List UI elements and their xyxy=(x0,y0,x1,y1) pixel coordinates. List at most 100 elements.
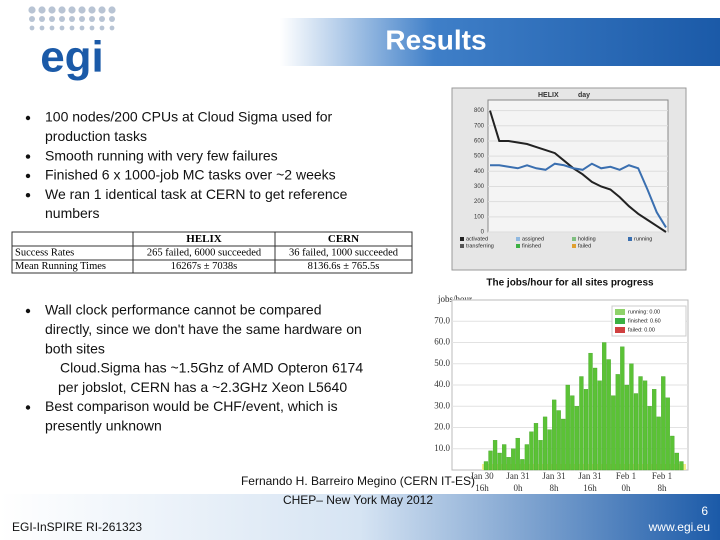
legend-label: finished xyxy=(522,243,541,249)
logo-dot xyxy=(79,16,85,22)
legend-swatch xyxy=(572,237,576,241)
table-header: HELIX xyxy=(186,233,222,245)
bar xyxy=(520,459,525,471)
bar xyxy=(483,461,489,471)
bar xyxy=(602,342,607,471)
bullet-dot xyxy=(25,405,31,410)
footer-url: www.egi.eu xyxy=(648,520,710,534)
bar xyxy=(529,431,534,471)
plot-area xyxy=(487,99,669,233)
legend-swatch xyxy=(516,244,520,248)
bar xyxy=(492,440,498,471)
x-tick-label: 8h xyxy=(658,483,668,493)
y-tick-label: 700 xyxy=(474,123,485,129)
table-cell: 265 failed, 6000 succeeded xyxy=(147,247,262,258)
y-tick-label: 500 xyxy=(474,154,485,160)
bullet-dot xyxy=(25,308,31,314)
legend-label: transferring xyxy=(466,243,494,249)
bar xyxy=(611,395,616,471)
bar xyxy=(647,406,652,471)
bullet-text: production tasks xyxy=(45,128,147,144)
logo-dot xyxy=(109,25,115,31)
y-tick-label: 20.0 xyxy=(434,422,450,432)
y-tick-label: 800 xyxy=(474,108,485,114)
x-tick-label: Feb 1 xyxy=(616,471,636,481)
footer-author: Fernando H. Barreiro Megino (CERN IT-ES) xyxy=(241,474,475,488)
table-cell: Mean Running Times xyxy=(15,261,106,272)
bar xyxy=(547,429,552,471)
table-frame xyxy=(11,231,413,274)
bar xyxy=(615,374,620,471)
logo-dot xyxy=(49,25,55,31)
bar xyxy=(629,363,634,471)
y-tick-label: 400 xyxy=(474,169,485,175)
logo-dot xyxy=(49,16,55,22)
bar xyxy=(574,406,580,471)
chart-caption: The jobs/hour for all sites progress xyxy=(486,278,654,289)
series-line xyxy=(489,110,667,233)
y-tick-label: 0 xyxy=(481,230,485,236)
bullet-dot xyxy=(25,115,31,121)
logo-dot xyxy=(69,16,75,22)
bar xyxy=(606,359,611,471)
logo-dot xyxy=(88,6,96,14)
bar xyxy=(515,437,520,471)
x-tick-label: Jan 30 xyxy=(470,471,494,481)
bar xyxy=(583,389,589,471)
logo-dot xyxy=(89,16,95,22)
x-tick-label: 16h xyxy=(475,483,489,493)
legend-swatch xyxy=(516,237,520,241)
x-tick-label: Jan 31 xyxy=(578,471,601,481)
y-tick-label: 40.0 xyxy=(434,379,450,389)
y-tick-label: 200 xyxy=(474,199,485,205)
logo-dot xyxy=(58,6,66,14)
y-tick-label: 60.0 xyxy=(434,337,450,347)
y-tick-label: 100 xyxy=(474,214,485,220)
x-tick-label: 0h xyxy=(622,483,632,493)
bar xyxy=(661,376,666,471)
title-band xyxy=(280,18,720,66)
bar xyxy=(497,452,502,471)
slide-title: Results xyxy=(385,24,486,55)
logo-dot xyxy=(59,25,65,31)
legend-label: activated xyxy=(466,236,488,242)
bar xyxy=(652,389,657,471)
x-tick-label: Jan 31 xyxy=(506,471,529,481)
logo-dot xyxy=(38,6,46,14)
logo-dot xyxy=(98,6,106,14)
x-tick-label: 8h xyxy=(550,483,560,493)
y-tick-label: 30.0 xyxy=(434,400,450,410)
x-tick-label: 0h xyxy=(514,483,524,493)
table-cell: 36 failed, 1000 succeeded xyxy=(289,247,399,258)
bar xyxy=(656,416,661,471)
bar xyxy=(556,410,561,471)
bar xyxy=(588,352,593,471)
logo-dot xyxy=(29,25,35,31)
y-tick-label: 600 xyxy=(474,139,485,145)
logo-dot xyxy=(68,6,76,14)
x-tick-label: Feb 1 xyxy=(652,471,672,481)
bar xyxy=(592,367,598,471)
x-tick-label: Jan 31 xyxy=(542,471,565,481)
footer-band xyxy=(0,494,720,540)
table-cell: 16267s ± 7038s xyxy=(171,261,237,272)
legend-label: assigned xyxy=(522,236,544,242)
bar xyxy=(533,423,539,471)
bullet-dot xyxy=(25,154,31,159)
legend-swatch xyxy=(628,237,632,241)
bar xyxy=(674,452,680,471)
bar xyxy=(502,444,507,471)
bar xyxy=(488,450,493,471)
logo-text: egi xyxy=(40,33,104,82)
y-tick-label: 300 xyxy=(474,184,485,190)
legend-swatch xyxy=(460,237,464,241)
bar xyxy=(670,435,675,471)
bar xyxy=(511,448,516,471)
chart-tab: HELIX xyxy=(538,92,559,99)
page-number: 6 xyxy=(701,504,708,518)
logo-dot xyxy=(78,6,86,14)
legend-label: failed xyxy=(578,243,591,249)
bar xyxy=(542,416,548,471)
logo-dot xyxy=(48,6,56,14)
